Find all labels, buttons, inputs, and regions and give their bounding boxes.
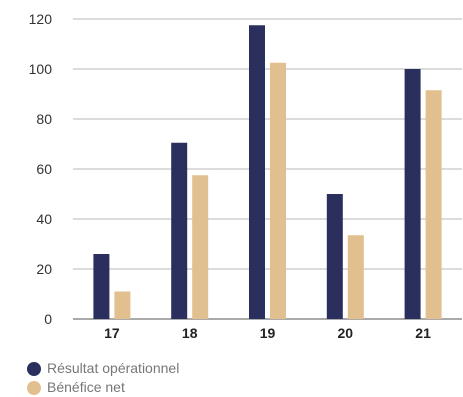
legend-swatch bbox=[27, 361, 41, 376]
legend-item: Bénéfice net bbox=[27, 378, 179, 397]
bar-series-1-17 bbox=[93, 254, 110, 319]
bar-series-2-21 bbox=[425, 90, 442, 319]
bar-series-1-21 bbox=[404, 69, 421, 319]
y-tick-label: 100 bbox=[29, 61, 53, 77]
legend-swatch bbox=[27, 380, 41, 395]
bar-series-1-20 bbox=[326, 194, 343, 319]
bar-series-2-18 bbox=[192, 175, 209, 319]
bars bbox=[93, 25, 442, 319]
y-tick-label: 80 bbox=[36, 111, 52, 127]
x-axis-ticks: 17 18 19 20 21 bbox=[104, 325, 431, 341]
y-tick-label: 20 bbox=[36, 261, 52, 277]
x-tick-label: 20 bbox=[338, 325, 354, 341]
y-tick-label: 0 bbox=[44, 311, 52, 327]
bar-series-2-20 bbox=[347, 235, 364, 319]
y-axis-ticks: 0 20 40 60 80 100 120 bbox=[29, 11, 53, 327]
legend-label: Bénéfice net bbox=[47, 379, 125, 395]
x-tick-label: 19 bbox=[260, 325, 276, 341]
bar-series-1-18 bbox=[171, 142, 188, 319]
gridlines bbox=[73, 18, 462, 320]
y-tick-label: 120 bbox=[29, 11, 53, 27]
x-tick-label: 17 bbox=[104, 325, 120, 341]
x-tick-label: 18 bbox=[182, 325, 198, 341]
legend-item: Résultat opérationnel bbox=[27, 359, 179, 378]
y-tick-label: 40 bbox=[36, 211, 52, 227]
legend: Résultat opérationnel Bénéfice net bbox=[27, 359, 179, 397]
bar-series-1-19 bbox=[249, 25, 265, 319]
legend-label: Résultat opérationnel bbox=[47, 360, 180, 376]
y-tick-label: 60 bbox=[36, 161, 52, 177]
bar-series-2-17 bbox=[114, 291, 131, 319]
x-tick-label: 21 bbox=[415, 325, 431, 341]
bar-series-2-19 bbox=[270, 62, 286, 319]
